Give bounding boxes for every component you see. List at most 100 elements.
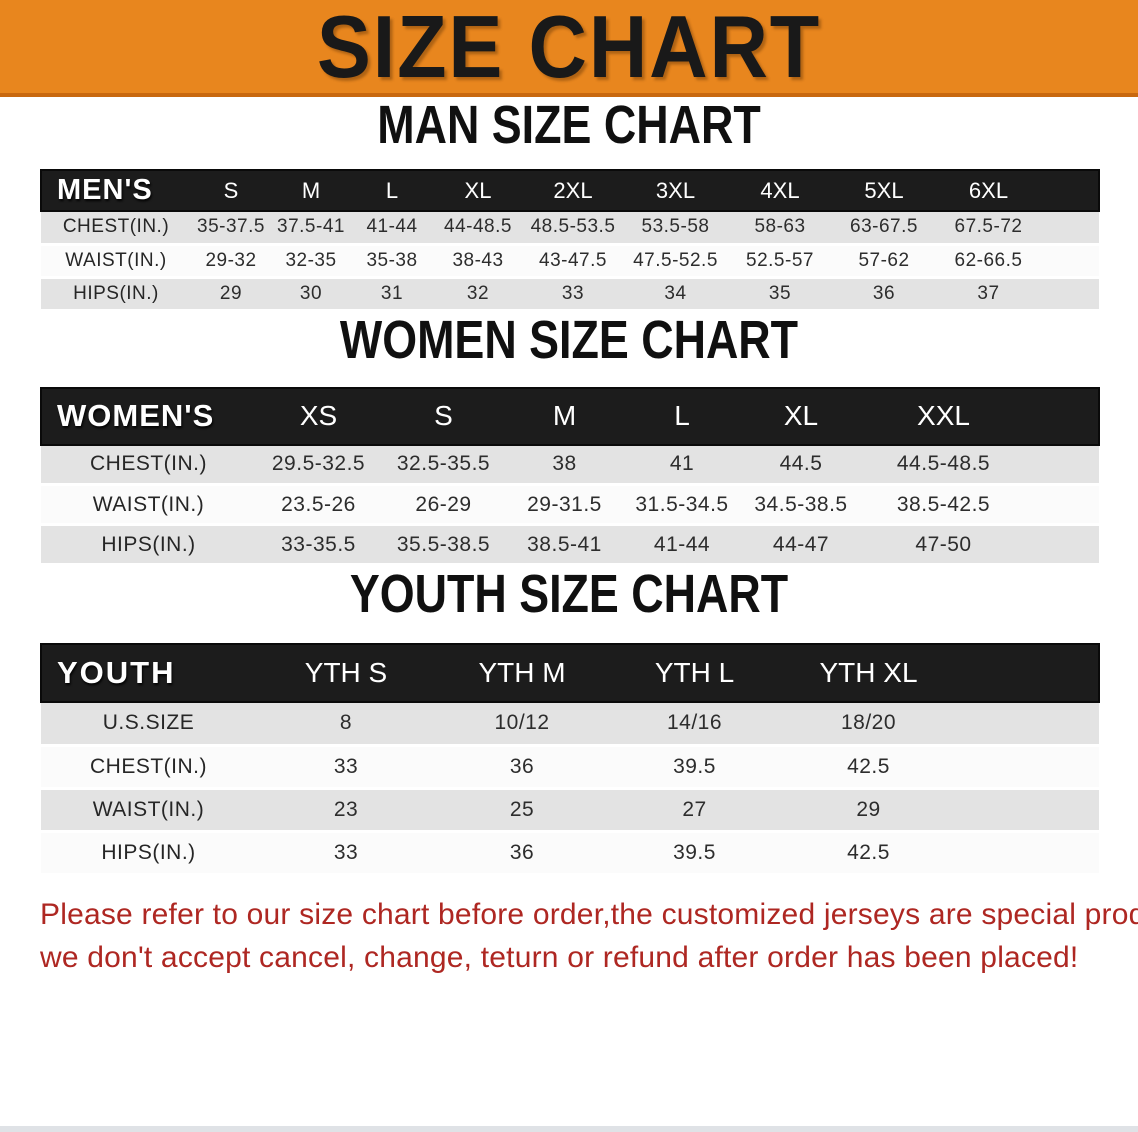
size-value: 67.5-72	[936, 211, 1041, 246]
table-row: CHEST(IN.) 33 36 39.5 42.5	[41, 745, 1099, 790]
youth-size-table: YOUTH YTH S YTH M YTH L YTH XL U.S.SIZE 8 10/12…	[40, 643, 1100, 876]
disclaimer-line-2: we don't accept cancel, change, teturn o…	[40, 940, 1079, 974]
youth-section-heading: YOUTH SIZE CHART	[0, 566, 1138, 622]
size-value: 33-35.5	[256, 524, 381, 566]
size-value: 35-38	[351, 244, 433, 279]
size-value: 58-63	[728, 211, 832, 246]
size-value: 18/20	[781, 702, 956, 747]
row-label: HIPS(IN.)	[41, 524, 256, 566]
size-value: 34	[623, 277, 728, 312]
size-value: 38	[506, 444, 623, 486]
row-pad	[956, 831, 1099, 876]
header-pad	[956, 643, 1100, 703]
size-value: 37.5-41	[271, 211, 351, 246]
row-label: CHEST(IN.)	[41, 745, 256, 790]
column-header: L	[351, 169, 433, 212]
size-value: 47-50	[861, 524, 1026, 566]
disclaimer-line-1: Please refer to our size chart before or…	[40, 897, 1138, 931]
row-pad	[1026, 484, 1099, 526]
row-pad	[956, 702, 1099, 747]
size-value: 30	[271, 277, 351, 312]
size-value: 44-48.5	[433, 211, 523, 246]
disclaimer-text: Please refer to our size chart before or…	[40, 893, 1138, 979]
size-value: 34.5-38.5	[741, 484, 861, 526]
column-header: XS	[256, 386, 381, 446]
column-header: YTH L	[608, 643, 781, 703]
table-header-row: MEN'S S M L XL 2XL 3XL 4XL 5XL 6XL	[40, 169, 1100, 212]
size-value: 62-66.5	[936, 244, 1041, 279]
size-value: 33	[523, 277, 623, 312]
size-value: 57-62	[832, 244, 936, 279]
size-value: 27	[608, 788, 781, 833]
women-size-table: WOMEN'S XS S M L XL XXL CHEST(IN.) 29.5-32.5 32.5…	[40, 386, 1100, 566]
table-row: WAIST(IN.) 23 25 27 29	[41, 788, 1099, 833]
table-row: HIPS(IN.) 29 30 31 32 33 34 35 36 37	[41, 277, 1099, 312]
size-value: 41-44	[351, 211, 433, 246]
size-value: 38-43	[433, 244, 523, 279]
header-pad	[1026, 386, 1100, 446]
size-value: 42.5	[781, 831, 956, 876]
size-value: 29-32	[191, 244, 271, 279]
column-header: 5XL	[832, 169, 936, 212]
table-header-label: YOUTH	[40, 643, 256, 703]
table-header-label: MEN'S	[40, 169, 191, 212]
row-label: HIPS(IN.)	[41, 831, 256, 876]
row-label: WAIST(IN.)	[41, 484, 256, 526]
women-section-heading: WOMEN SIZE CHART	[0, 312, 1138, 368]
size-value: 43-47.5	[523, 244, 623, 279]
size-value: 29	[781, 788, 956, 833]
size-value: 23	[256, 788, 436, 833]
size-value: 32-35	[271, 244, 351, 279]
size-value: 36	[436, 745, 608, 790]
size-value: 44-47	[741, 524, 861, 566]
column-header: L	[623, 386, 741, 446]
row-label: HIPS(IN.)	[41, 277, 191, 312]
women-size-section: WOMEN SIZE CHART WOMEN'S XS S M L XL XXL CHEST(…	[0, 312, 1138, 566]
table-row: HIPS(IN.) 33 36 39.5 42.5	[41, 831, 1099, 876]
column-header: 6XL	[936, 169, 1041, 212]
size-value: 33	[256, 745, 436, 790]
row-pad	[1026, 524, 1099, 566]
column-header: 4XL	[728, 169, 832, 212]
column-header: XXL	[861, 386, 1026, 446]
table-row: CHEST(IN.) 35-37.5 37.5-41 41-44 44-48.5 48.5…	[41, 211, 1099, 246]
column-header: M	[271, 169, 351, 212]
size-value: 32	[433, 277, 523, 312]
size-value: 35	[728, 277, 832, 312]
size-value: 25	[436, 788, 608, 833]
row-pad	[1041, 277, 1099, 312]
size-value: 36	[832, 277, 936, 312]
men-size-table: MEN'S S M L XL 2XL 3XL 4XL 5XL 6XL CHEST(IN.) 35-37…	[40, 169, 1100, 312]
bottom-edge	[0, 1126, 1138, 1132]
table-row: HIPS(IN.) 33-35.5 35.5-38.5 38.5-41 41-44 44-…	[41, 524, 1099, 566]
men-size-section: MAN SIZE CHART MEN'S S M L XL 2XL 3XL 4XL 5XL 6XL…	[0, 97, 1138, 312]
column-header: M	[506, 386, 623, 446]
column-header: 2XL	[523, 169, 623, 212]
column-header: YTH S	[256, 643, 436, 703]
size-value: 44.5-48.5	[861, 444, 1026, 486]
size-value: 52.5-57	[728, 244, 832, 279]
size-value: 35-37.5	[191, 211, 271, 246]
size-value: 29-31.5	[506, 484, 623, 526]
size-value: 32.5-35.5	[381, 444, 506, 486]
size-value: 39.5	[608, 831, 781, 876]
size-value: 14/16	[608, 702, 781, 747]
women-section-heading-text: WOMEN SIZE CHART	[339, 309, 799, 370]
size-value: 44.5	[741, 444, 861, 486]
table-row: WAIST(IN.) 29-32 32-35 35-38 38-43 43-47.5 47.…	[41, 244, 1099, 279]
column-header: S	[381, 386, 506, 446]
size-value: 41	[623, 444, 741, 486]
banner-title: SIZE CHART	[316, 0, 822, 96]
men-section-heading-text: MAN SIZE CHART	[377, 95, 761, 155]
table-row: WAIST(IN.) 23.5-26 26-29 29-31.5 31.5-34.5 34…	[41, 484, 1099, 526]
men-section-heading: MAN SIZE CHART	[0, 97, 1138, 153]
row-pad	[1041, 244, 1099, 279]
size-value: 8	[256, 702, 436, 747]
row-label: CHEST(IN.)	[41, 444, 256, 486]
column-header: S	[191, 169, 271, 212]
size-value: 26-29	[381, 484, 506, 526]
row-label: WAIST(IN.)	[41, 244, 191, 279]
size-value: 31.5-34.5	[623, 484, 741, 526]
size-value: 33	[256, 831, 436, 876]
size-value: 38.5-41	[506, 524, 623, 566]
